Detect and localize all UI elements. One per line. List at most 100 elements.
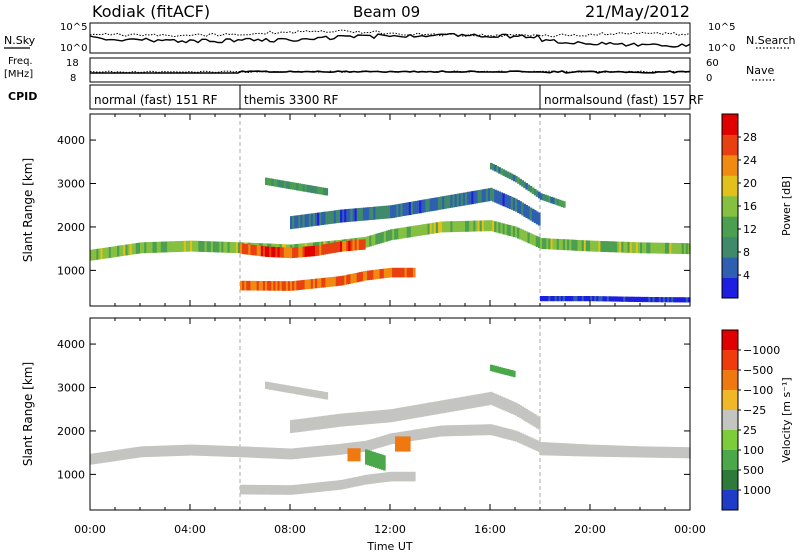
heatmap-cell (395, 436, 398, 452)
heatmap-cell (648, 448, 651, 458)
heatmap-cell (554, 198, 558, 205)
heatmap-cell (181, 240, 185, 252)
heatmap-cell (619, 296, 622, 302)
heatmap-cell (537, 191, 541, 199)
heatmap-cell (625, 241, 629, 253)
heatmap-cell (577, 240, 581, 251)
heatmap-cell (490, 424, 493, 436)
heatmap-cell (533, 188, 537, 196)
heatmap-cell (348, 274, 351, 284)
heatmap-cell (356, 272, 360, 283)
heatmap-cell (329, 481, 333, 491)
heatmap-cell (473, 190, 476, 204)
heatmap-cell (465, 220, 468, 232)
heatmap-cell (608, 447, 612, 457)
heatmap-cell (552, 197, 556, 205)
heatmap-cell (554, 238, 558, 250)
heatmap-cell (517, 431, 520, 443)
heatmap-cell (548, 238, 551, 250)
heatmap-cell (275, 179, 279, 187)
heatmap-cell (325, 392, 329, 400)
colorbar-swatch (722, 236, 738, 258)
heatmap-cell (508, 172, 512, 180)
heatmap-cell (496, 221, 499, 233)
heatmap-cell (527, 436, 531, 448)
heatmap-cell (267, 485, 270, 495)
y-tick-label: 4000 (57, 338, 85, 351)
heatmap-cell (637, 242, 641, 254)
heatmap-cell (619, 241, 622, 253)
heatmap-cell (373, 234, 376, 246)
heatmap-cell (496, 366, 499, 373)
colorbar-swatch (722, 134, 738, 156)
heatmap-cell (429, 223, 433, 234)
heatmap-cell (398, 228, 401, 239)
heatmap-cell (325, 277, 329, 288)
heatmap-cell (408, 226, 412, 238)
heatmap-cell (296, 447, 299, 459)
heatmap-cell (640, 296, 643, 303)
y-tick-label: 1000 (57, 468, 85, 481)
heatmap-cell (660, 448, 664, 458)
heatmap-cell (575, 296, 579, 302)
heatmap-cell (294, 386, 297, 395)
heatmap-cell (337, 209, 341, 223)
heatmap-cell (498, 426, 501, 438)
heatmap-cell (142, 242, 145, 254)
heatmap-cell (294, 419, 297, 433)
heatmap-cell (258, 447, 262, 459)
heatmap-cell (402, 471, 406, 482)
heatmap-cell (292, 281, 295, 291)
heatmap-cell (502, 193, 506, 207)
heatmap-cell (546, 238, 549, 250)
heatmap-cell (356, 412, 360, 426)
heatmap-cell (298, 419, 301, 432)
heatmap-cell (467, 424, 470, 436)
heatmap-cell (533, 439, 537, 451)
heatmap-cell (327, 211, 331, 225)
heatmap-cell (292, 247, 295, 258)
colorbar-swatch (722, 390, 738, 411)
x-axis-title: Time UT (366, 540, 412, 553)
heatmap-cell (275, 247, 279, 258)
heatmap-cell (654, 242, 658, 254)
heatmap-cell (162, 241, 166, 253)
heatmap-cell (358, 411, 362, 425)
heatmap-cell (271, 281, 274, 291)
heatmap-cell (437, 425, 441, 437)
heatmap-cell (521, 202, 524, 216)
heatmap-cell (665, 448, 668, 458)
heatmap-cell (560, 296, 564, 302)
heatmap-cell (431, 402, 435, 415)
heatmap-cell (319, 391, 322, 399)
heatmap-cell (652, 448, 656, 458)
heatmap-cell (644, 242, 647, 254)
heatmap-cell (115, 450, 118, 461)
heatmap-cell (502, 223, 506, 235)
heatmap-cell (342, 275, 345, 286)
heatmap-cell (360, 207, 364, 221)
heatmap-cell (269, 178, 272, 186)
heatmap-cell (150, 446, 154, 457)
heatmap-cell (315, 482, 318, 493)
heatmap-cell (523, 407, 526, 421)
heatmap-cell (477, 394, 481, 407)
heatmap-cell (415, 404, 418, 418)
heatmap-cell (340, 443, 343, 455)
heatmap-cell (327, 277, 331, 287)
heatmap-cell (390, 409, 393, 423)
heatmap-cell (100, 452, 104, 464)
heatmap-cell (346, 240, 349, 252)
heatmap-cell (677, 243, 681, 254)
heatmap-cell (348, 240, 351, 251)
heatmap-cell (296, 419, 299, 433)
heatmap-cell (673, 297, 676, 303)
heatmap-cell (315, 245, 318, 256)
heatmap-cell (531, 438, 535, 450)
heatmap-cell (675, 448, 679, 459)
heatmap-cell (358, 441, 362, 453)
colorbar-tick-label: 24 (743, 154, 757, 167)
heatmap-cell (458, 397, 462, 411)
heatmap-cell (323, 391, 326, 400)
